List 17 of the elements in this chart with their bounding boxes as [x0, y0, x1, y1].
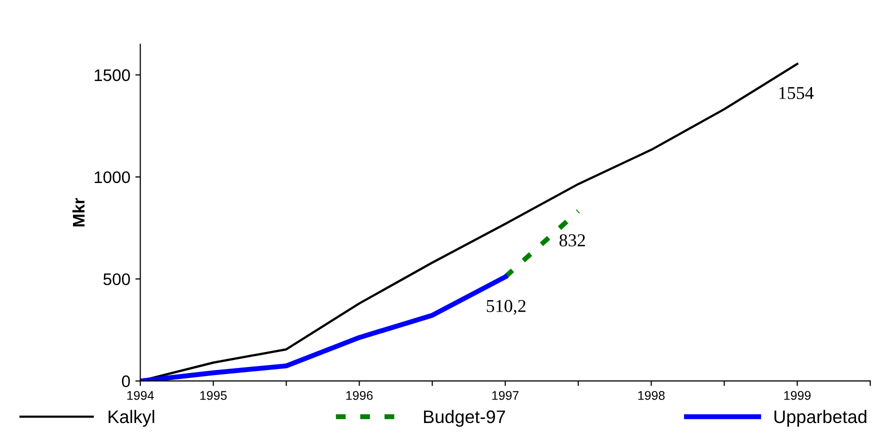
y-tick-label: 0 [122, 375, 130, 388]
x-tick-label: 1995 [200, 391, 227, 400]
x-tick-label: 1997 [492, 391, 519, 400]
y-tick-label: 500 [103, 273, 130, 286]
legend-label: Budget-97 [424, 410, 505, 427]
y-axis-title: Mkr [72, 198, 84, 226]
data-label: 832 [560, 234, 585, 246]
x-tick-label: 1996 [346, 391, 373, 400]
x-tick-label: 1994 [127, 391, 154, 400]
data-label: 1554 [779, 87, 814, 100]
legend-label: Upparbetad [774, 410, 866, 427]
y-tick-label: 1500 [94, 69, 130, 82]
legend-label: Kalkyl [108, 410, 154, 427]
x-tick-label: 1999 [784, 391, 811, 400]
data-label: 510,2 [486, 300, 526, 315]
y-tick-label: 1000 [94, 171, 130, 184]
x-tick-label: 1998 [638, 391, 665, 400]
